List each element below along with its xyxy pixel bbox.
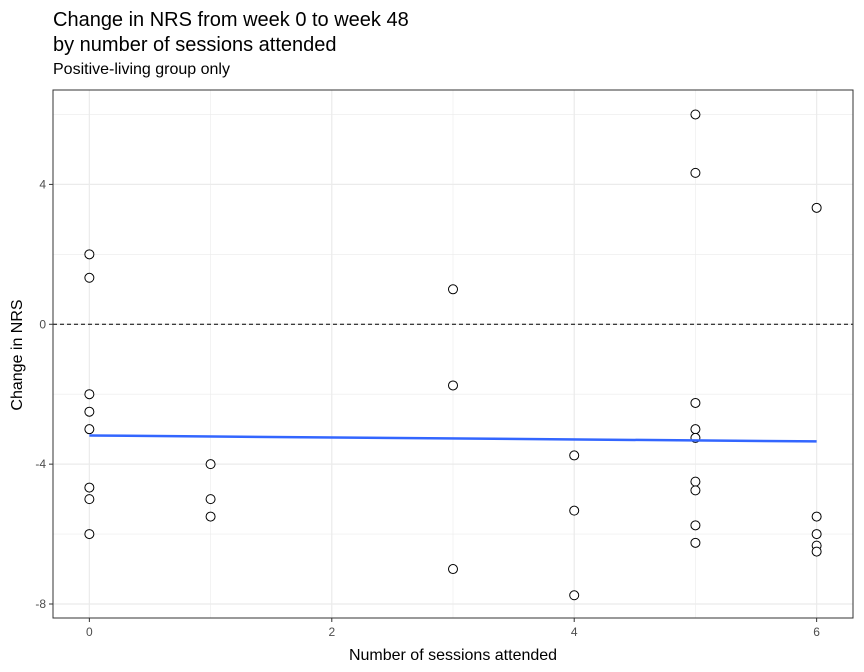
data-point xyxy=(690,424,701,435)
data-point xyxy=(811,529,822,540)
data-point xyxy=(690,520,701,531)
ticks-layer: 0 2 4 6 -8 -4 0 4 xyxy=(35,177,820,639)
chart-title-line2: by number of sessions attended xyxy=(53,34,337,56)
x-tick-label: 2 xyxy=(328,625,335,639)
data-point xyxy=(569,505,580,516)
y-tick-label: -4 xyxy=(35,457,46,471)
chart-subtitle: Positive-living group only xyxy=(53,61,230,78)
data-point xyxy=(569,450,580,461)
data-point xyxy=(811,511,822,522)
data-point xyxy=(811,546,822,557)
data-point xyxy=(569,590,580,601)
data-point xyxy=(448,284,458,295)
data-point xyxy=(84,424,95,435)
x-tick-label: 6 xyxy=(813,625,820,639)
data-point xyxy=(690,109,701,120)
data-point xyxy=(84,482,95,493)
data-point xyxy=(690,167,701,178)
data-point xyxy=(690,537,701,548)
data-point xyxy=(205,494,216,505)
data-point xyxy=(690,485,701,496)
y-axis-title: Change in NRS xyxy=(9,299,26,410)
grid-layer xyxy=(53,90,853,618)
data-point xyxy=(205,511,216,522)
data-point xyxy=(84,494,95,505)
panel-border xyxy=(52,89,854,619)
x-tick-label: 4 xyxy=(571,625,578,639)
data-point xyxy=(690,397,701,408)
points-layer xyxy=(84,109,822,601)
y-tick-label: 4 xyxy=(39,177,46,191)
data-point xyxy=(84,389,95,400)
x-axis-title: Number of sessions attended xyxy=(349,647,557,664)
y-tick-label: -8 xyxy=(35,597,46,611)
y-tick-label: 0 xyxy=(39,317,46,331)
x-tick-label: 0 xyxy=(86,625,93,639)
trend-line xyxy=(89,434,817,443)
data-point xyxy=(84,529,95,540)
data-point xyxy=(448,564,458,575)
data-point xyxy=(811,202,822,213)
chart-title-line1: Change in NRS from week 0 to week 48 xyxy=(53,9,409,31)
data-point xyxy=(84,406,95,417)
data-point xyxy=(84,272,95,283)
data-point xyxy=(690,476,701,487)
data-point xyxy=(448,380,458,391)
data-point xyxy=(84,249,95,260)
data-point xyxy=(205,459,216,470)
chart-title: Change in NRS from week 0 to week 48 by … xyxy=(53,8,409,58)
